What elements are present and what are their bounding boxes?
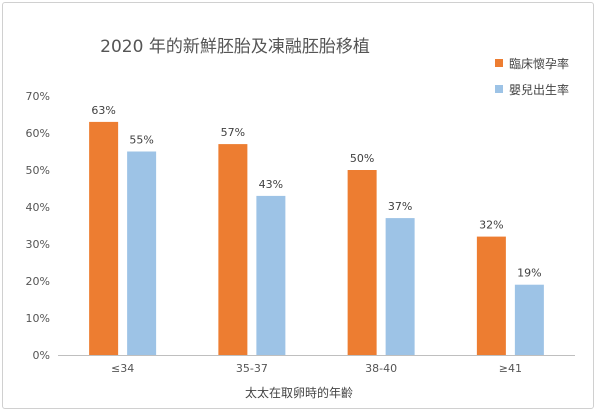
y-tick-label: 20% <box>26 275 50 288</box>
x-tick-label: ≤34 <box>111 362 134 375</box>
bar-birth-3 <box>514 284 544 355</box>
data-label: 32% <box>479 219 503 232</box>
legend-label-series-1: 臨床懷孕率 <box>509 56 570 71</box>
y-tick-label: 30% <box>26 238 50 251</box>
y-tick-label: 40% <box>26 201 50 214</box>
data-label: 57% <box>221 126 245 139</box>
data-label: 43% <box>259 178 283 191</box>
legend-label-series-2: 嬰兒出生率 <box>509 82 570 97</box>
y-tick-label: 10% <box>26 312 50 325</box>
y-tick-label: 0% <box>33 349 50 362</box>
bar-pregnancy-2 <box>347 170 377 355</box>
data-label: 19% <box>517 267 541 280</box>
y-tick-label: 60% <box>26 127 50 140</box>
legend-item-series-2: 嬰兒出生率 <box>495 76 569 102</box>
legend: 臨床懷孕率 嬰兒出生率 <box>495 50 569 102</box>
bar-birth-2 <box>385 218 415 355</box>
x-tick-label: 35-37 <box>236 362 268 375</box>
data-label: 50% <box>350 152 374 165</box>
data-label: 63% <box>91 104 115 117</box>
bar-pregnancy-1 <box>218 144 248 355</box>
data-label: 55% <box>129 134 153 147</box>
legend-item-series-1: 臨床懷孕率 <box>495 50 569 76</box>
chart-title: 2020 年的新鮮胚胎及凍融胚胎移植 <box>100 37 370 57</box>
y-tick-label: 50% <box>26 164 50 177</box>
bar-birth-1 <box>256 195 286 355</box>
legend-swatch-series-2 <box>495 85 503 93</box>
x-axis-title: 太太在取卵時的年齡 <box>244 386 353 400</box>
x-tick-label: ≥41 <box>499 362 522 375</box>
data-label: 37% <box>388 200 412 213</box>
bar-pregnancy-0 <box>89 121 119 356</box>
bar-pregnancy-3 <box>476 236 506 355</box>
legend-swatch-series-1 <box>495 59 503 67</box>
bar-birth-0 <box>127 151 157 355</box>
x-tick-label: 38-40 <box>365 362 397 375</box>
y-tick-label: 70% <box>26 90 50 103</box>
